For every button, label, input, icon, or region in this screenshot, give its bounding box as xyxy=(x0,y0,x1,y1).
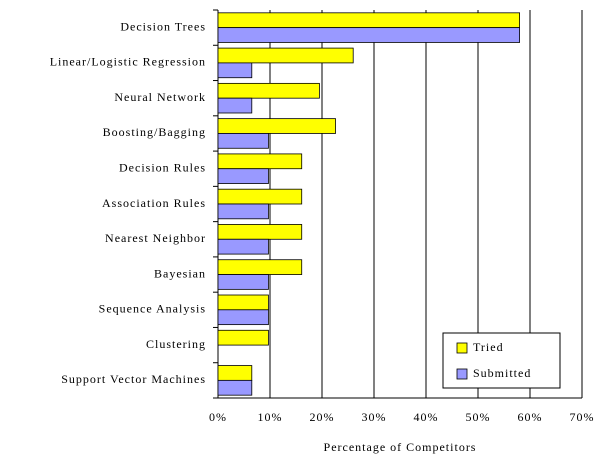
x-tick-label: 70% xyxy=(570,410,595,424)
x-tick-label: 60% xyxy=(518,410,543,424)
bar xyxy=(217,153,303,170)
y-tick-label: Nearest Neighbor xyxy=(105,231,206,245)
y-tick-label: Neural Network xyxy=(114,90,206,104)
y-tick-label: Sequence Analysis xyxy=(99,302,206,316)
x-tick-label: 20% xyxy=(310,410,335,424)
x-axis-label: Percentage of Competitors xyxy=(324,440,477,454)
y-tick-label: Support Vector Machines xyxy=(61,372,206,386)
bar xyxy=(217,12,521,29)
bar xyxy=(217,274,269,290)
legend-label: Tried xyxy=(473,340,504,354)
y-tick-label: Bayesian xyxy=(154,266,206,280)
x-tick-label: 10% xyxy=(258,410,283,424)
bar xyxy=(217,188,303,205)
bar xyxy=(217,309,269,326)
bar xyxy=(217,329,269,346)
legend-swatch xyxy=(456,342,468,354)
bar xyxy=(217,168,269,184)
bar xyxy=(217,47,354,64)
x-tick-label: 30% xyxy=(362,410,387,424)
x-tick-label: 40% xyxy=(414,410,439,424)
bar xyxy=(217,97,253,114)
bar xyxy=(217,62,253,79)
x-tick-label: 50% xyxy=(466,410,491,424)
bar xyxy=(217,27,521,43)
y-tick-label: Clustering xyxy=(146,337,206,351)
bar xyxy=(217,238,269,255)
bar xyxy=(217,379,253,396)
bar xyxy=(217,118,336,134)
bar xyxy=(217,294,269,311)
y-tick-label: Linear/Logistic Regression xyxy=(50,55,206,69)
y-tick-label: Association Rules xyxy=(102,196,206,210)
y-tick-label: Decision Trees xyxy=(120,19,206,33)
bar xyxy=(217,203,269,220)
bar xyxy=(217,133,269,149)
bar xyxy=(217,259,303,275)
legend-label: Submitted xyxy=(473,366,531,380)
bar xyxy=(217,365,253,381)
y-tick-label: Decision Rules xyxy=(119,160,206,174)
y-tick-label: Boosting/Bagging xyxy=(103,125,206,139)
bar xyxy=(217,82,320,99)
x-tick-label: 0% xyxy=(209,410,227,424)
legend-swatch xyxy=(456,368,468,380)
bar xyxy=(217,224,303,240)
